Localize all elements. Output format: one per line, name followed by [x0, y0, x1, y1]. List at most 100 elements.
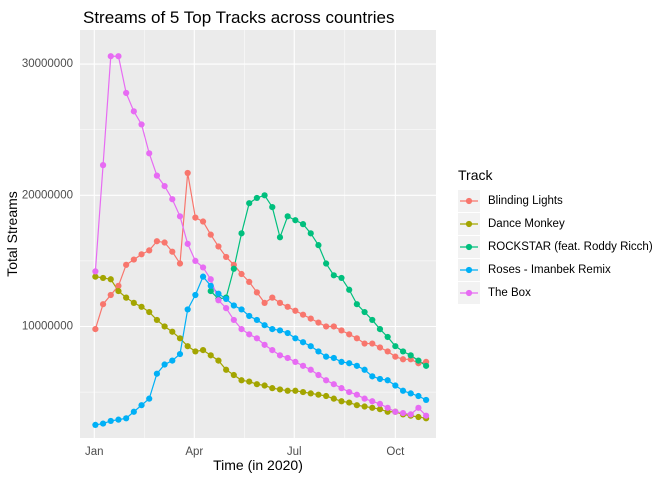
data-point	[123, 89, 130, 97]
data-point	[253, 194, 261, 202]
data-point	[92, 421, 99, 428]
data-point	[415, 357, 422, 364]
legend-label: Blinding Lights	[488, 195, 563, 207]
data-point	[292, 307, 299, 314]
data-point	[346, 399, 353, 406]
data-point	[284, 303, 291, 310]
data-point	[169, 248, 176, 255]
legend-label: Dance Monkey	[488, 218, 565, 230]
data-point	[369, 340, 376, 347]
data-point	[161, 323, 168, 330]
data-point	[323, 377, 330, 384]
data-point	[315, 242, 322, 249]
data-point	[323, 260, 330, 267]
data-point	[276, 299, 284, 306]
data-point	[207, 276, 214, 283]
data-point	[315, 391, 322, 398]
data-point	[115, 287, 122, 295]
data-point	[176, 350, 184, 358]
y-tick-label: 10000000	[22, 321, 73, 333]
data-point	[361, 395, 368, 402]
data-point	[199, 273, 207, 280]
data-point	[284, 329, 291, 337]
data-point	[161, 239, 168, 246]
data-point	[284, 354, 291, 362]
data-point	[292, 358, 299, 366]
data-point	[353, 402, 360, 409]
data-point	[384, 404, 391, 411]
data-point	[215, 357, 222, 364]
data-point	[407, 411, 414, 418]
data-point	[269, 326, 276, 333]
legend: Track Blinding Lights Dance Monkey ROCKSTA…	[458, 167, 653, 304]
data-point	[123, 415, 130, 422]
data-point	[238, 230, 245, 237]
y-axis: 10000000 20000000 30000000	[22, 58, 73, 332]
data-point	[146, 395, 153, 402]
data-point	[353, 301, 360, 308]
data-point	[176, 213, 184, 220]
chart-title: Streams of 5 Top Tracks across countries	[83, 8, 394, 27]
data-point	[223, 366, 230, 373]
legend-key-point	[465, 197, 473, 205]
data-point	[423, 362, 430, 369]
data-point	[123, 294, 130, 301]
legend-key-point	[465, 243, 473, 251]
data-point	[330, 272, 337, 279]
data-point	[276, 386, 284, 393]
data-point	[276, 327, 284, 334]
data-point	[215, 243, 222, 250]
data-point	[346, 388, 353, 396]
data-point	[269, 347, 276, 354]
data-point	[246, 200, 253, 207]
data-point	[292, 387, 299, 394]
data-point	[299, 311, 307, 318]
data-point	[399, 409, 407, 417]
data-point	[261, 382, 268, 389]
data-point	[315, 319, 322, 326]
series-points	[92, 53, 430, 428]
x-tick-label: Apr	[185, 446, 203, 458]
data-point	[353, 335, 360, 342]
data-point	[192, 291, 199, 299]
data-point	[207, 282, 214, 289]
data-point	[192, 214, 199, 221]
data-point	[399, 356, 407, 363]
data-point	[146, 150, 153, 157]
data-point	[299, 221, 307, 228]
data-point	[376, 326, 384, 333]
data-point	[199, 218, 207, 225]
data-point	[115, 282, 122, 289]
data-point	[384, 348, 391, 355]
data-point	[138, 402, 145, 409]
data-point	[376, 375, 384, 383]
data-point	[369, 316, 376, 324]
data-point	[146, 308, 153, 316]
data-point	[323, 323, 330, 330]
y-tick-label: 30000000	[22, 58, 73, 70]
data-point	[415, 404, 422, 411]
data-point	[253, 316, 261, 324]
data-point	[238, 270, 245, 278]
data-point	[315, 348, 322, 355]
data-point	[261, 192, 268, 199]
data-point	[169, 328, 176, 335]
x-axis-title: Time (in 2020)	[213, 457, 303, 473]
data-point	[338, 327, 345, 334]
x-tick-label: Oct	[386, 446, 405, 458]
data-point	[107, 291, 114, 299]
data-point	[153, 238, 161, 245]
data-point	[253, 289, 261, 296]
data-point	[99, 162, 107, 169]
data-point	[292, 335, 299, 342]
data-point	[361, 308, 368, 316]
data-point	[323, 392, 330, 400]
data-point	[330, 354, 337, 362]
data-point	[284, 213, 291, 220]
data-point	[99, 301, 107, 308]
data-point	[423, 412, 430, 419]
y-axis-title: Total Streams	[4, 191, 20, 277]
data-point	[238, 326, 245, 333]
data-point	[253, 381, 261, 388]
data-point	[361, 403, 368, 410]
